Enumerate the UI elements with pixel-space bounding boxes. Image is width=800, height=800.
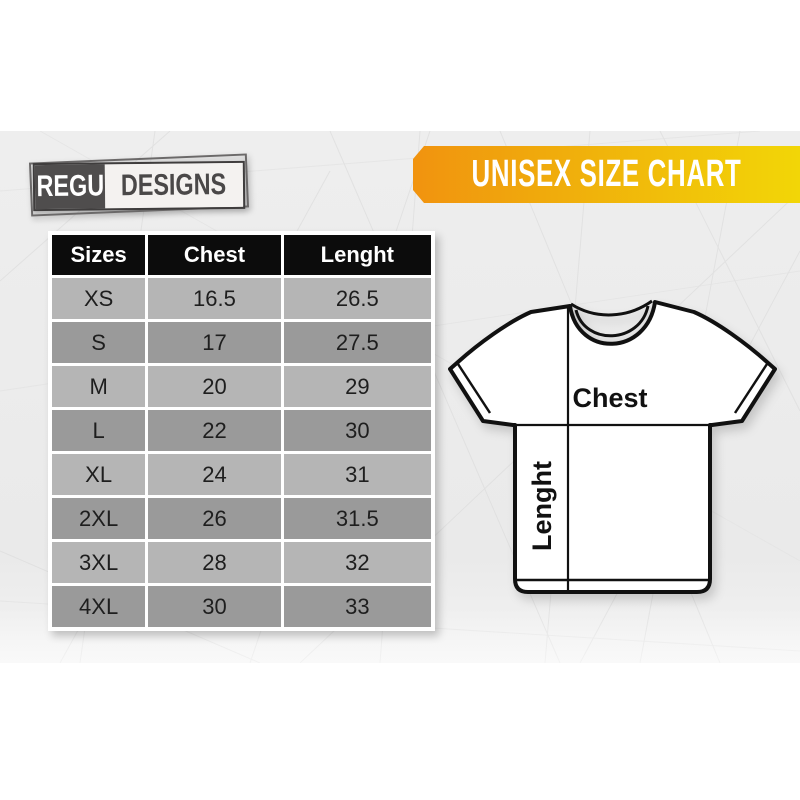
logo-text-designs: DESIGNS — [121, 168, 227, 203]
left-cuff-line — [456, 363, 492, 414]
table-row: 4XL 30 33 — [52, 586, 431, 627]
chest-cell: 26 — [148, 498, 281, 539]
page-title: UNISEX SIZE CHART — [471, 153, 742, 195]
tshirt-outline — [448, 300, 777, 594]
size-cell: XS — [52, 278, 146, 319]
right-cuff-line — [733, 363, 769, 414]
logo-segment-regu: REGU — [34, 164, 106, 210]
table-header-row: Sizes Chest Lenght — [52, 235, 431, 275]
size-cell: M — [52, 366, 146, 407]
chest-cell: 28 — [148, 542, 281, 583]
table-row: XS 16.5 26.5 — [52, 278, 431, 319]
chest-cell: 16.5 — [148, 278, 281, 319]
table-row: M 20 29 — [52, 366, 431, 407]
chest-cell: 24 — [148, 454, 281, 495]
tshirt-diagram: Chest Lenght — [448, 299, 777, 594]
brand-logo: REGU DESIGNS — [28, 153, 250, 217]
length-cell: 32 — [283, 542, 431, 583]
title-banner: UNISEX SIZE CHART — [413, 146, 800, 203]
chest-cell: 22 — [148, 410, 281, 451]
table-row: 3XL 28 32 — [52, 542, 431, 583]
table-row: S 17 27.5 — [52, 322, 431, 363]
chest-cell: 20 — [148, 366, 281, 407]
col-header-chest: Chest — [148, 235, 281, 275]
table-row: 2XL 26 31.5 — [52, 498, 431, 539]
size-cell: 3XL — [52, 542, 146, 583]
size-cell: XL — [52, 454, 146, 495]
chest-label: Chest — [572, 383, 647, 413]
table-row: L 22 30 — [52, 410, 431, 451]
collar-back-arc — [570, 299, 653, 317]
chest-cell: 17 — [148, 322, 281, 363]
size-cell: L — [52, 410, 146, 451]
length-cell: 30 — [283, 410, 431, 451]
length-cell: 31.5 — [283, 498, 431, 539]
size-chart-table: Sizes Chest Lenght XS 16.5 26.5 S 17 27.5 M 20 2… — [48, 231, 435, 631]
size-cell: 2XL — [52, 498, 146, 539]
logo-text-regu: REGU — [36, 169, 104, 204]
length-cell: 26.5 — [283, 278, 431, 319]
length-cell: 31 — [283, 454, 431, 495]
col-header-length: Lenght — [283, 235, 431, 275]
logo-segment-designs: DESIGNS — [104, 162, 244, 209]
size-cell: S — [52, 322, 146, 363]
table-row: XL 24 31 — [52, 454, 431, 495]
length-label: Lenght — [527, 461, 557, 551]
collar-inner-arc — [574, 305, 650, 338]
size-cell: 4XL — [52, 586, 146, 627]
chest-cell: 30 — [148, 586, 281, 627]
col-header-sizes: Sizes — [52, 235, 146, 275]
length-cell: 27.5 — [283, 322, 431, 363]
length-cell: 29 — [283, 366, 431, 407]
logo-box: REGU DESIGNS — [32, 160, 246, 212]
length-cell: 33 — [283, 586, 431, 627]
